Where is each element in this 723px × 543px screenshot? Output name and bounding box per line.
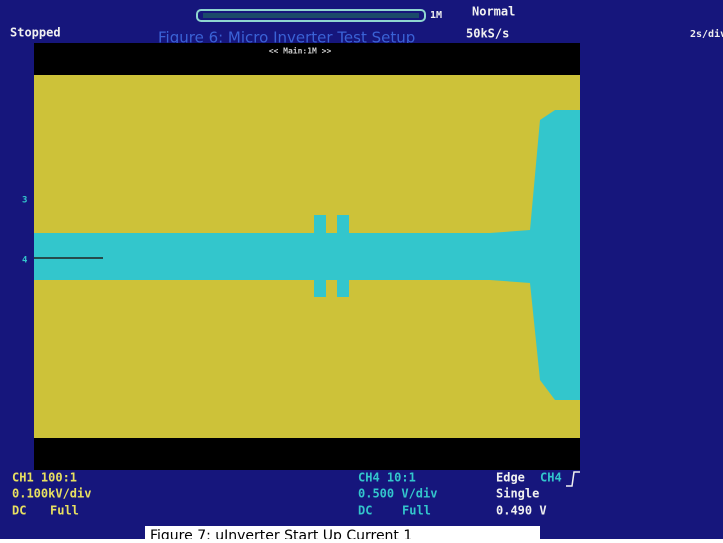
ch4-probe: CH4 10:1	[358, 471, 416, 485]
trigger-mode: Normal	[472, 5, 515, 19]
sample-rate: 50kS/s	[466, 27, 509, 41]
ch4-scale: 0.500 V/div	[358, 487, 437, 501]
ch4-bandwidth: Full	[402, 504, 431, 518]
marker: 3	[22, 196, 27, 206]
timebase: 2s/div	[690, 28, 723, 40]
trigger-source: CH4	[540, 471, 562, 485]
ch1-coupling: DC	[12, 504, 26, 518]
status: Stopped	[10, 26, 61, 40]
ch4-coupling: DC	[358, 504, 372, 518]
record-bar-fill	[203, 13, 419, 18]
ch1-probe: CH1 100:1	[12, 471, 77, 485]
record-length: 1M	[430, 10, 442, 21]
zoom-label: << Main:1M >>	[269, 46, 332, 56]
scope-screenshot: Stopped 1M Normal 50kS/s 2s/div Figure 6…	[0, 0, 723, 539]
trigger-mode: Single	[496, 487, 539, 501]
trigger-level: 0.490 V	[496, 504, 547, 518]
ch1-scale: 0.100kV/div	[12, 487, 91, 501]
marker: 4	[22, 256, 28, 266]
trigger-type: Edge	[496, 471, 525, 485]
ch1-bandwidth: Full	[50, 504, 79, 518]
caption: Figure 7: uInverter Start Up Current 1	[150, 528, 412, 539]
